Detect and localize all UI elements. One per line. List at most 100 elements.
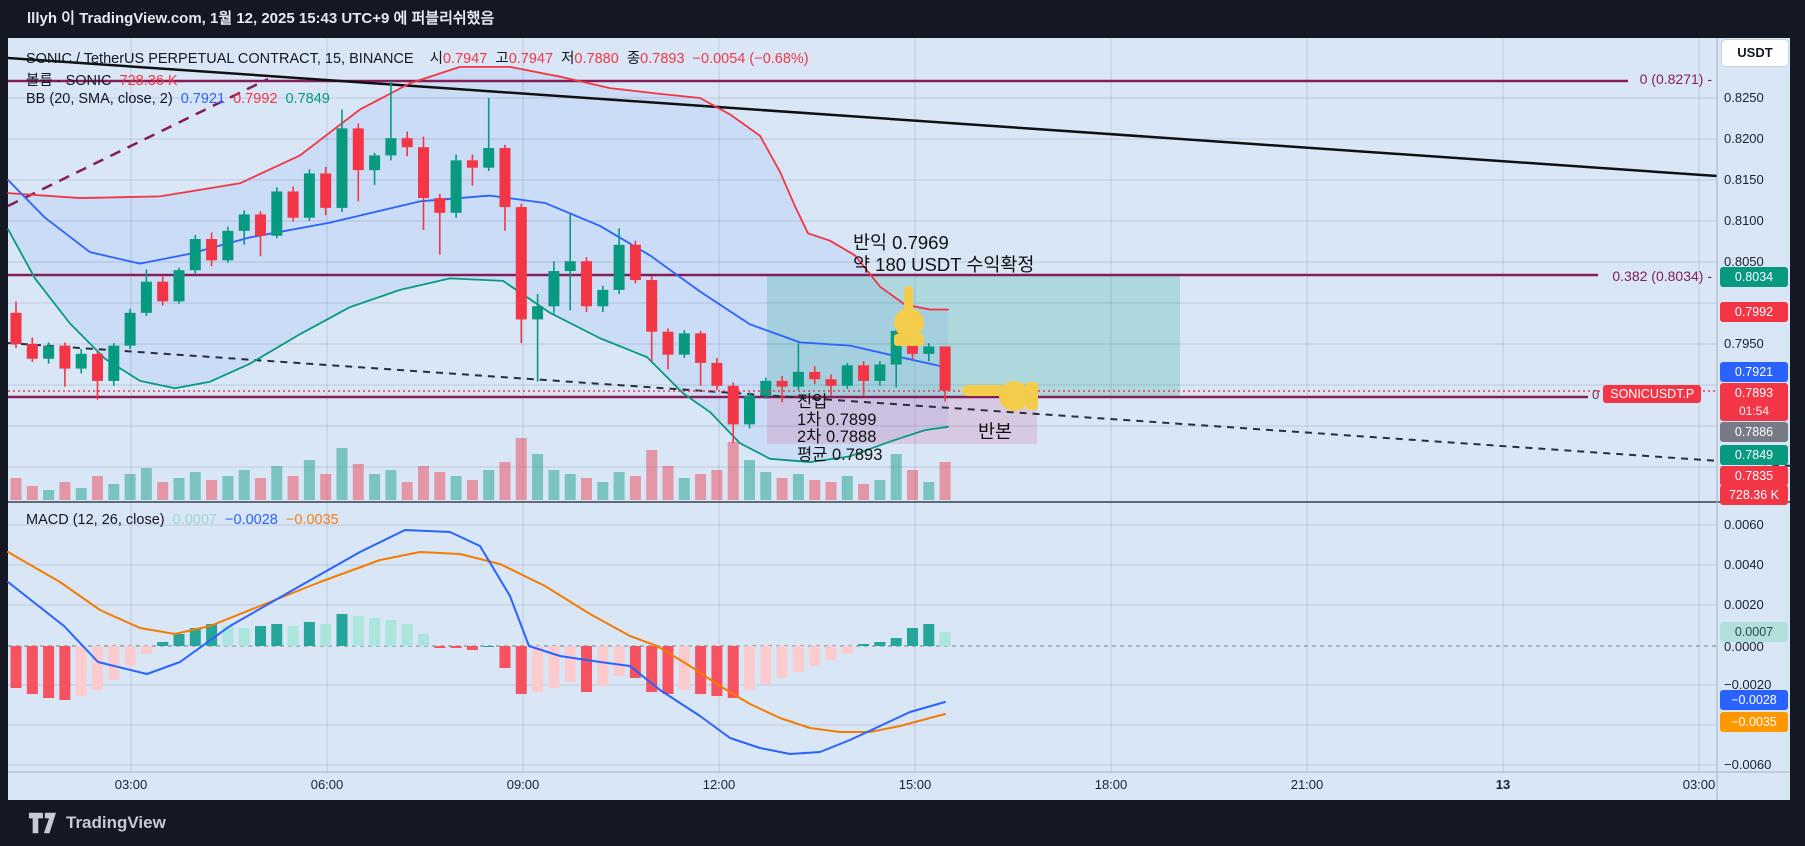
macd-signal-value: −0.0035 — [285, 512, 339, 528]
volume-bar — [303, 460, 315, 500]
symbol-price-badge: SONICUSDT.P — [1603, 385, 1702, 403]
candle — [466, 160, 478, 168]
macd-histogram-bar — [483, 646, 495, 647]
time-label: 03:00 — [114, 777, 148, 792]
macd-histogram-bar — [597, 646, 609, 686]
macd-histogram-bar — [662, 646, 674, 694]
candle — [401, 138, 413, 148]
bb-title: BB (20, SMA, close, 2) — [26, 91, 173, 107]
candle — [43, 345, 55, 359]
bb-legend-row[interactable]: BB (20, SMA, close, 2) 0.7921 0.7992 0.7… — [26, 91, 334, 107]
macd-histogram-bar — [695, 646, 707, 694]
candle — [189, 239, 201, 271]
candle — [385, 138, 397, 156]
macd-histogram-bar — [418, 634, 429, 646]
price-tick: 0.8200 — [1724, 131, 1764, 146]
candle — [124, 312, 136, 346]
candle — [434, 198, 446, 213]
volume-bar — [564, 474, 576, 500]
macd-tick: −0.0020 — [1724, 677, 1772, 692]
macd-histogram-bar — [26, 646, 38, 694]
volume-bar — [890, 454, 902, 500]
volume-bar — [43, 490, 55, 500]
volume-bar — [336, 448, 348, 500]
axis-badge: 728.36 K — [1720, 485, 1788, 505]
candle — [108, 345, 120, 381]
badge-price: 0.7893 — [1734, 386, 1774, 400]
volume-value: 728.36 K — [119, 73, 178, 89]
volume-bar — [385, 470, 397, 500]
candle — [776, 380, 788, 387]
volume-bar — [157, 482, 169, 500]
macd-histogram-bar — [303, 622, 315, 646]
volume-bar — [646, 450, 658, 500]
ohlc-low-label: 저 — [561, 51, 575, 67]
macd-histogram-bar — [173, 634, 185, 646]
volume-bar — [695, 474, 707, 500]
macd-histogram-bar — [776, 646, 788, 678]
ohlc-low-value: 0.7880 — [574, 51, 619, 67]
candle — [499, 148, 511, 208]
price-tick: 0.8150 — [1724, 172, 1764, 187]
publish-header: lllyh 이 TradingView.com, 1월 12, 2025 15:… — [0, 0, 1805, 38]
candle — [287, 191, 299, 218]
macd-histogram-bar — [907, 628, 918, 646]
volume-bar — [108, 484, 120, 500]
time-label: 09:00 — [506, 777, 540, 792]
candle — [646, 280, 658, 332]
volume-bar — [548, 470, 560, 500]
macd-histogram-bar — [727, 646, 739, 698]
macd-histogram-bar — [841, 646, 853, 654]
candle — [792, 371, 804, 387]
volume-bar — [499, 462, 511, 500]
axis-badge: −0.0035 — [1720, 712, 1788, 732]
candle — [222, 230, 234, 261]
ohlc-close-label: 종 — [626, 51, 641, 67]
volume-bar — [581, 478, 592, 500]
volume-bar — [907, 470, 918, 500]
macd-legend-row[interactable]: MACD (12, 26, close) 0.0007 −0.0028 −0.0… — [26, 512, 343, 528]
ohlc-open-value: 0.7947 — [442, 51, 488, 67]
volume-bar — [597, 482, 609, 500]
candle — [336, 128, 348, 208]
axis-badge: 0.7893 01:54 — [1720, 383, 1788, 421]
entry-line2: 1차 0.7899 — [797, 410, 877, 429]
macd-histogram-bar — [939, 632, 951, 646]
candle — [515, 207, 527, 320]
volume-bar — [450, 476, 462, 500]
volume-bar — [352, 464, 364, 500]
macd-histogram-bar — [434, 646, 446, 648]
macd-line-value: −0.0028 — [225, 512, 278, 528]
entry-line4: 평균 0.7893 — [797, 445, 883, 464]
time-label: 21:00 — [1290, 777, 1324, 792]
volume-bar — [483, 470, 495, 500]
candle — [450, 160, 462, 213]
macd-hist-value: 0.0007 — [172, 512, 217, 528]
macd-histogram-bar — [271, 624, 283, 646]
macd-histogram-bar — [532, 646, 544, 692]
axis-badge: 0.8034 — [1720, 267, 1788, 287]
macd-histogram-bar — [369, 618, 381, 646]
bb-basis-value: 0.7921 — [180, 91, 226, 107]
volume-bar — [923, 482, 935, 500]
currency-toggle-button[interactable]: USDT — [1722, 40, 1788, 66]
macd-tick: 0.0000 — [1724, 639, 1764, 654]
volume-legend-row[interactable]: 볼륨 · SONIC 728.36 K — [26, 69, 182, 90]
volume-bar — [466, 480, 478, 500]
volume-bar — [222, 476, 234, 500]
macd-histogram-bar — [678, 646, 690, 690]
candle — [10, 312, 22, 344]
candle — [352, 128, 364, 171]
symbol-legend-row[interactable]: SONIC / TetherUS PERPETUAL CONTRACT, 15,… — [26, 47, 813, 68]
time-label: 06:00 — [310, 777, 344, 792]
candle — [581, 261, 592, 307]
macd-histogram-bar — [43, 646, 55, 698]
entry-line3: 2차 0.7888 — [797, 428, 877, 446]
axis-badge: −0.0028 — [1720, 690, 1788, 710]
tradingview-logo-icon[interactable] — [28, 811, 56, 835]
volume-bar — [173, 478, 185, 500]
tradingview-brand-text[interactable]: TradingView — [66, 813, 166, 832]
macd-histogram-bar — [238, 628, 250, 646]
volume-bar — [776, 478, 788, 500]
